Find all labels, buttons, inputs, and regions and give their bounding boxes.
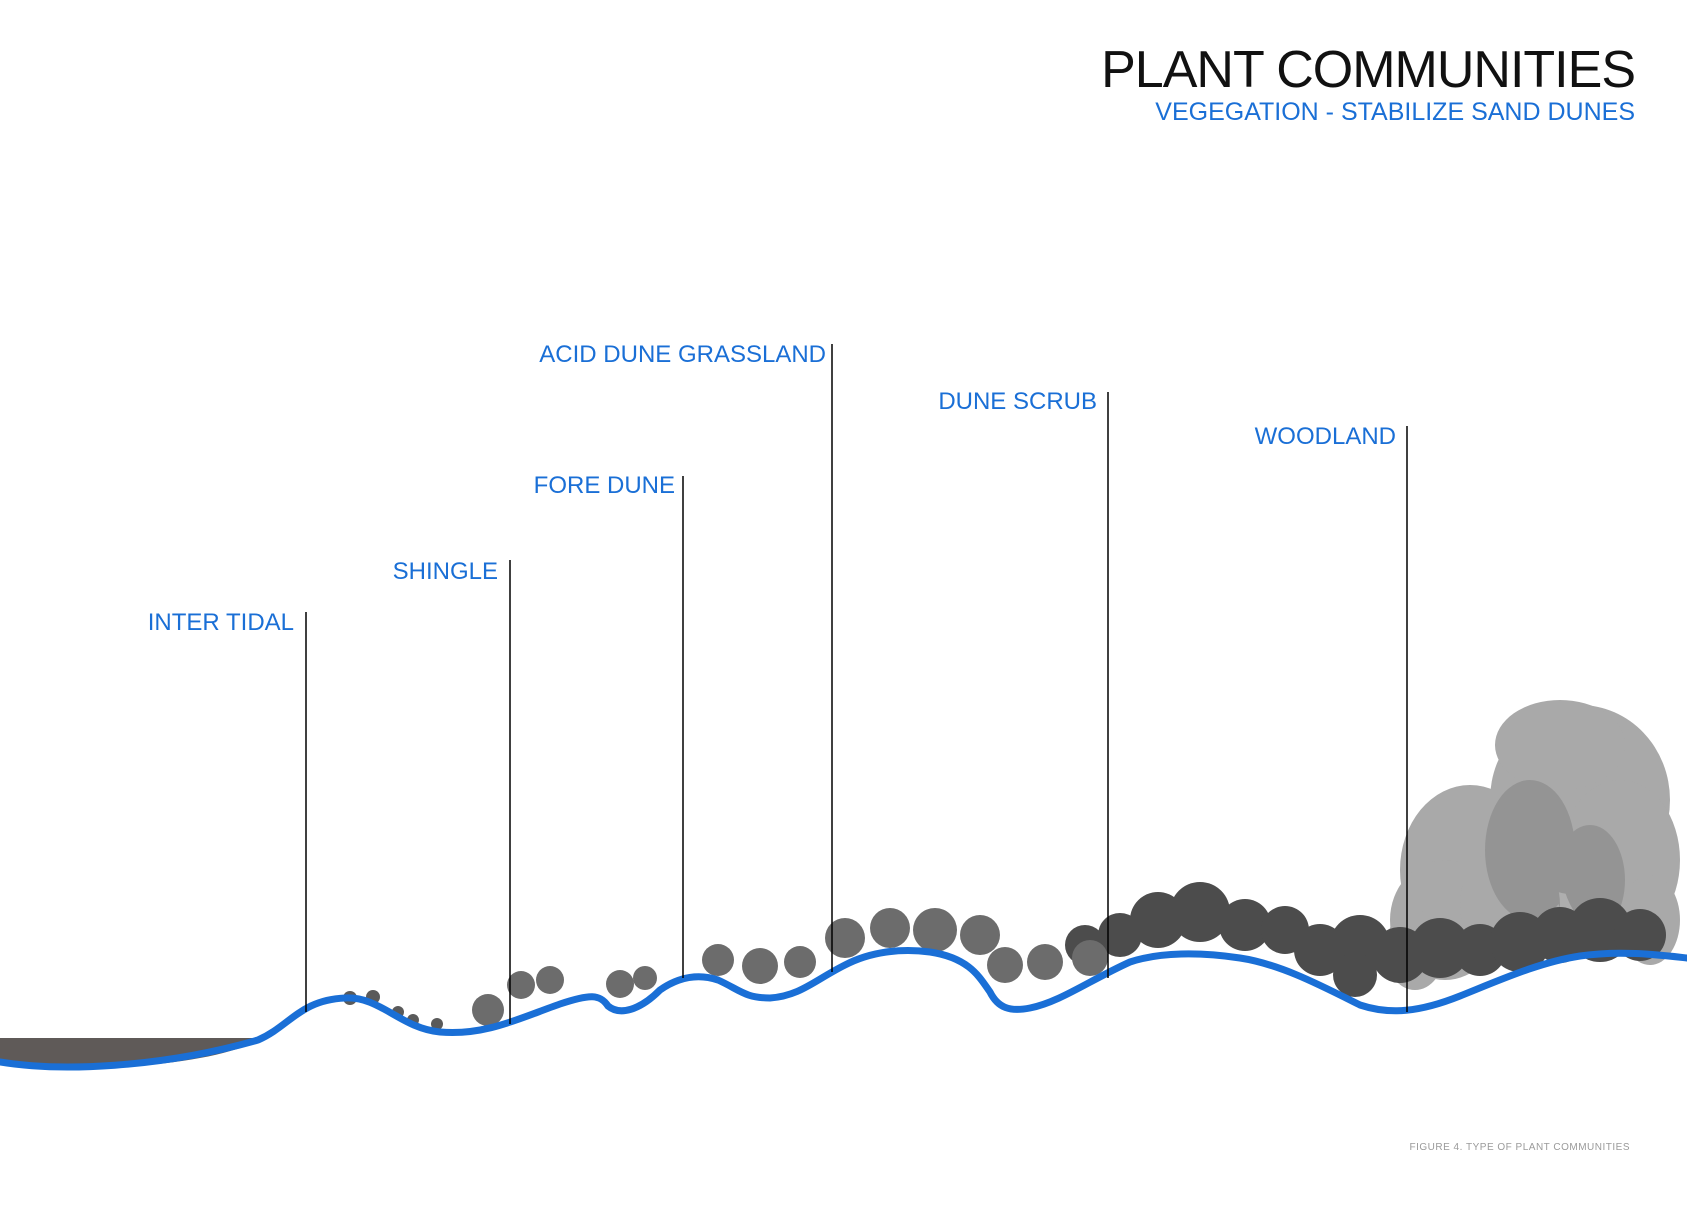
figure-caption: FIGURE 4. TYPE OF PLANT COMMUNITIES (1409, 1142, 1630, 1153)
leader-lines (305, 344, 1408, 1024)
zone-label-inter-tidal: INTER TIDAL (147, 609, 294, 636)
tidal-water (0, 1038, 262, 1068)
zone-label-dune-scrub: DUNE SCRUB (938, 388, 1097, 415)
zone-label-acid-dune-grassland: ACID DUNE GRASSLAND (539, 341, 826, 368)
page-title: PLANT COMMUNITIES (1101, 41, 1636, 99)
zone-label-fore-dune: FORE DUNE (533, 472, 675, 499)
zone-label-shingle: SHINGLE (392, 558, 498, 585)
zone-label-woodland: WOODLAND (1254, 423, 1396, 450)
ground-profile-line (0, 947, 1687, 1071)
grassland-shrubs (472, 908, 1108, 1026)
page-subtitle: VEGEGATION - STABILIZE SAND DUNES (1155, 98, 1635, 126)
